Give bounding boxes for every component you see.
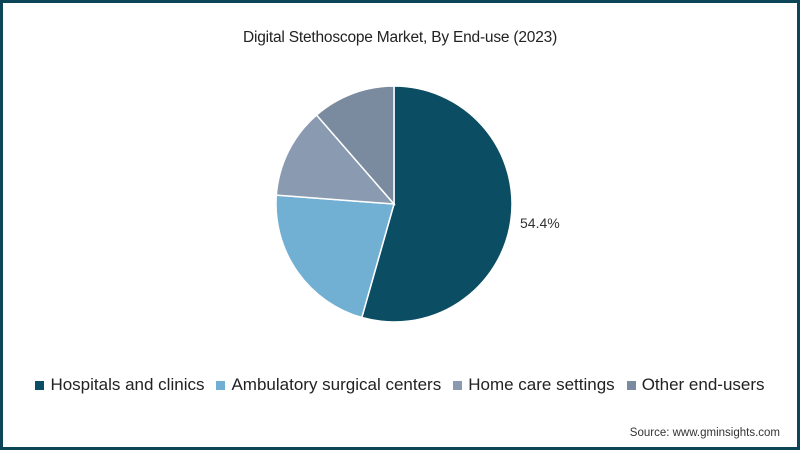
legend-label: Other end-users <box>641 375 765 394</box>
legend-label: Home care settings <box>468 375 615 394</box>
pie-slices <box>275 85 513 323</box>
legend-item-home-care: Home care settings <box>453 375 615 395</box>
legend-swatch-hospitals <box>35 380 45 390</box>
legend-item-ambulatory: Ambulatory surgical centers <box>216 375 441 395</box>
data-label-hospitals: 54.4% <box>520 215 560 231</box>
legend-swatch-home-care <box>453 380 463 390</box>
legend-label: Ambulatory surgical centers <box>231 375 442 394</box>
legend-item-other: Other end-users <box>626 375 765 395</box>
pie-slice-other-end-users <box>315 85 395 207</box>
pie-slice-ambulatory-surgical-centers <box>275 194 395 319</box>
legend-swatch-other <box>626 380 636 390</box>
pie-slice-hospitals-and-clinics <box>360 85 513 323</box>
legend: Hospitals and clinics Ambulatory surgica… <box>0 375 800 395</box>
chart-title: Digital Stethoscope Market, By End-use (… <box>242 29 558 46</box>
legend-item-hospitals: Hospitals and clinics <box>35 375 204 395</box>
source-note: Source: www.gminsights.com <box>629 427 780 439</box>
legend-swatch-ambulatory <box>216 380 226 390</box>
pie-slice-home-care-settings <box>275 113 396 205</box>
legend-label: Hospitals and clinics <box>50 375 205 394</box>
